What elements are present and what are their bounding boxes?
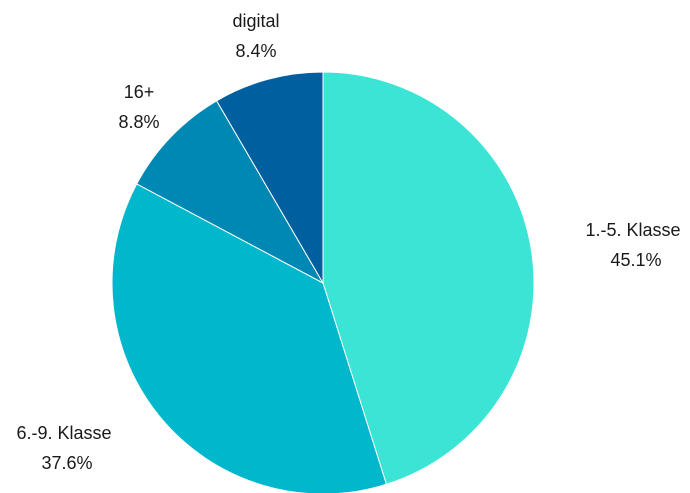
pie-slice-6-9-klasse xyxy=(111,183,387,493)
slice-label-1-5-klasse: 1.-5. Klasse xyxy=(585,220,680,240)
pie-slice-16 xyxy=(136,100,325,285)
slice-label-16-plus: 16+ xyxy=(124,82,155,102)
pie-slice-digital xyxy=(215,71,324,285)
pie-slices xyxy=(111,71,535,493)
slice-labels: 1.-5. Klasse 45.1% 6.-9. Klasse 37.6% 16… xyxy=(16,11,680,473)
pie-slice-1-5-klasse xyxy=(322,71,535,485)
slice-label-digital: digital xyxy=(232,11,279,31)
slice-value-digital: 8.4% xyxy=(235,41,276,61)
slice-value-16-plus: 8.8% xyxy=(118,112,159,132)
slice-value-6-9-klasse: 37.6% xyxy=(41,453,92,473)
slice-value-1-5-klasse: 45.1% xyxy=(610,250,661,270)
slice-label-6-9-klasse: 6.-9. Klasse xyxy=(16,423,111,443)
